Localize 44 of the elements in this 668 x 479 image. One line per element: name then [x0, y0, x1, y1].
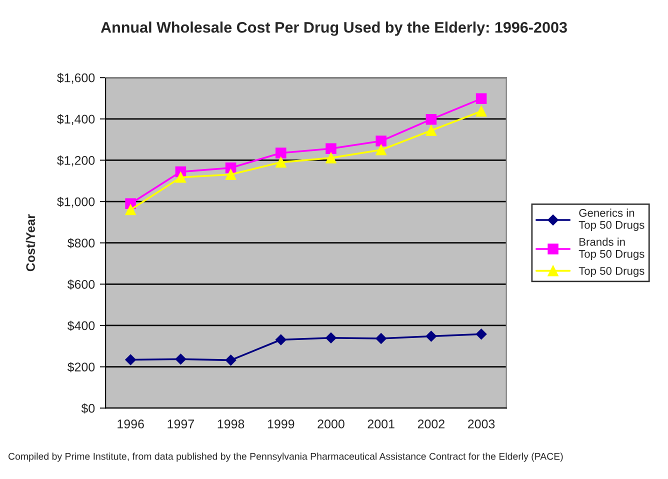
y-tick-label: $0 [81, 403, 95, 414]
point [426, 114, 437, 125]
point [125, 354, 136, 366]
point [426, 125, 437, 136]
point [476, 106, 487, 117]
x-tick-label: 2003 [468, 420, 495, 428]
point [326, 332, 336, 344]
point [376, 144, 386, 156]
y-tick-label: $600 [67, 279, 95, 290]
y-tick-label: $1,200 [57, 156, 95, 166]
point [175, 354, 186, 365]
y-tick-label: $1,000 [57, 196, 95, 208]
x-tick-label: 1999 [268, 420, 294, 428]
legend-label: Brands in Top 50 Drugs [578, 238, 644, 260]
y-tick-label: $200 [67, 362, 95, 372]
legend-label: Generics in Top 50 Drugs [578, 208, 644, 232]
text: Compiled by Prime Institute, from data published by the Pennsylvania Pharmaceutical Assistance Contract for the Elderly (PACE) [8, 452, 563, 462]
point [125, 204, 136, 216]
y-tick-label: $400 [67, 320, 95, 331]
y-tick-label: $800 [67, 238, 95, 248]
point [225, 169, 236, 180]
chart-title: Annual Wholesale Cost Per Drug Used by the Elderly: 1996-2003 [100, 22, 567, 36]
point [276, 148, 286, 158]
point [175, 172, 186, 183]
point [326, 143, 336, 154]
y-tick-label: $1,600 [57, 72, 95, 84]
point [326, 152, 336, 164]
point [376, 333, 387, 344]
point [276, 156, 286, 168]
point [476, 328, 487, 340]
x-tick-label: 2000 [318, 420, 344, 428]
point [275, 334, 286, 346]
legend-label: Top 50 Drugs [578, 266, 644, 278]
point [225, 354, 236, 366]
x-tick-label: 1998 [218, 420, 244, 428]
y-axis-title: Cost/Year [26, 214, 36, 272]
x-tick-label: 1996 [118, 420, 144, 428]
point [376, 136, 386, 146]
x-tick-label: 2001 [368, 420, 394, 428]
point [426, 330, 437, 342]
x-tick-label: 1997 [168, 420, 194, 428]
point [476, 93, 487, 104]
x-tick-label: 2002 [418, 420, 444, 428]
y-tick-label: $1,400 [57, 114, 95, 126]
